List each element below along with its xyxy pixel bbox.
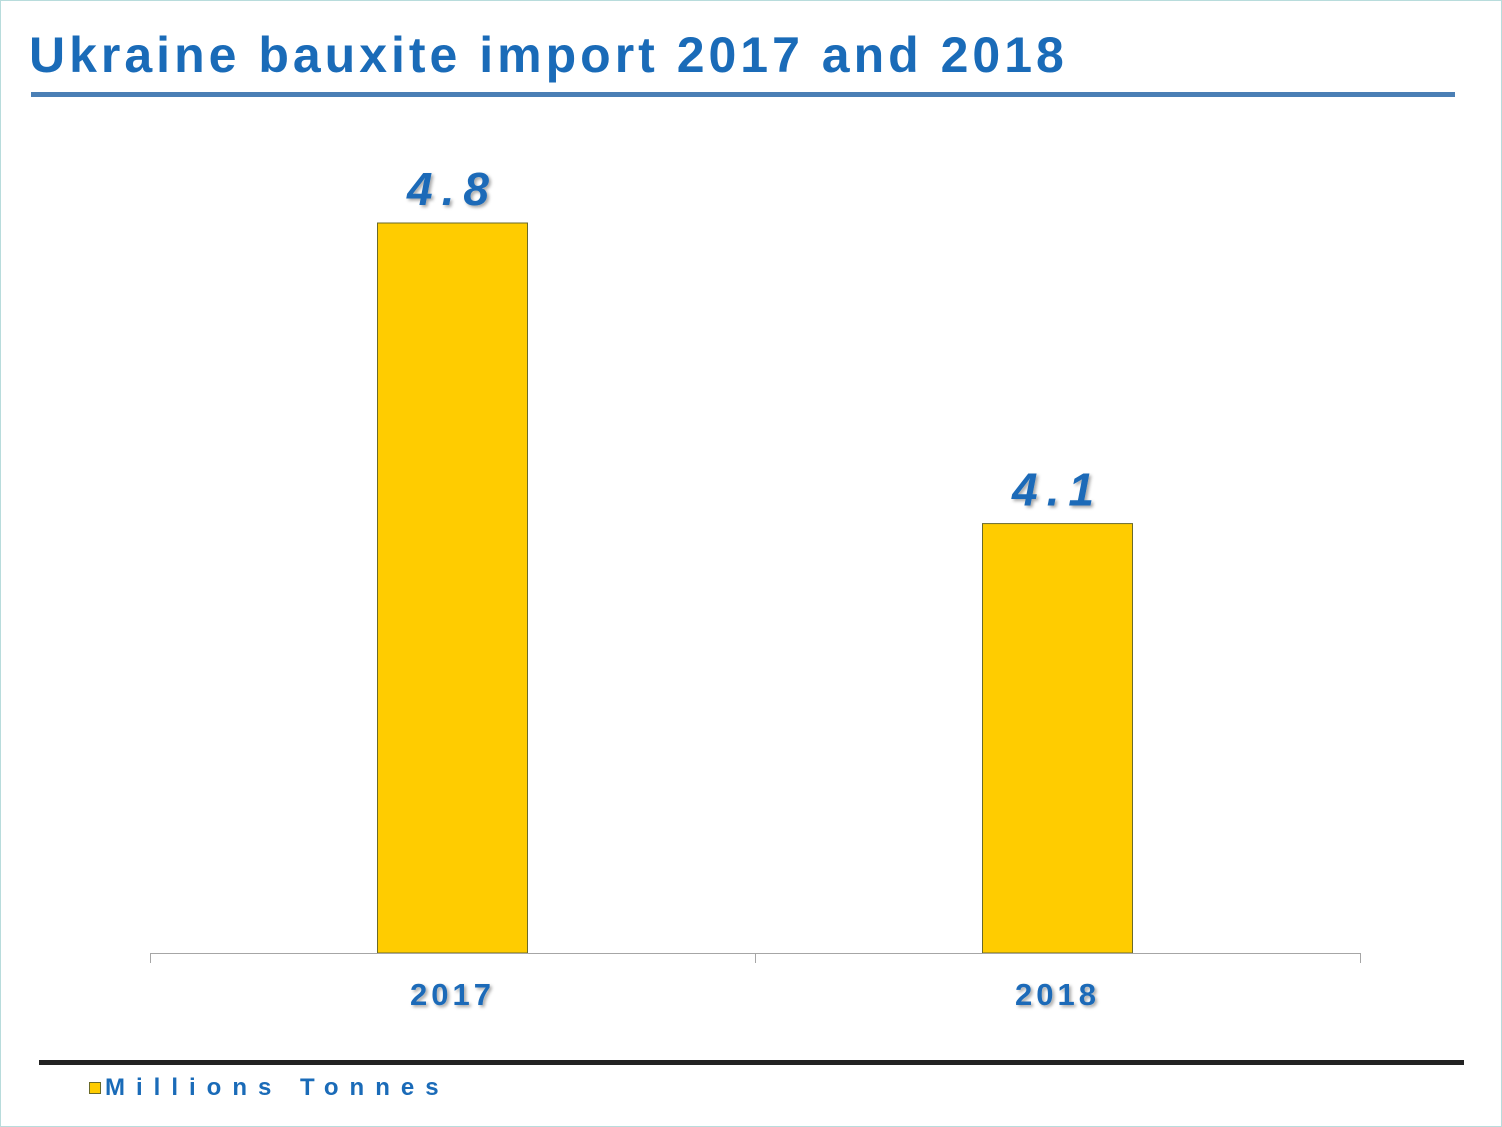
bars-layer [377, 222, 1133, 954]
legend-label: Millions Tonnes [105, 1074, 450, 1101]
chart-title: Ukraine bauxite import 2017 and 2018 [29, 27, 1068, 83]
x-axis [150, 953, 1361, 963]
x-tick-label-2017: 2017 [410, 977, 495, 1012]
legend: Millions Tonnes [89, 1075, 450, 1101]
title-underline [31, 92, 1455, 97]
legend-swatch [89, 1082, 101, 1094]
labels-layer: 4.8 2017 4.1 2018 [406, 163, 1103, 1012]
data-label-2017: 4.8 [406, 163, 498, 215]
chart-plot: 4.8 2017 4.1 2018 [150, 163, 1361, 1012]
bar-2018 [982, 523, 1133, 954]
x-tick-label-2018: 2018 [1015, 977, 1100, 1012]
footer-rule [39, 1060, 1464, 1065]
bar-2017 [377, 222, 528, 954]
data-label-2018: 4.1 [1011, 464, 1103, 516]
